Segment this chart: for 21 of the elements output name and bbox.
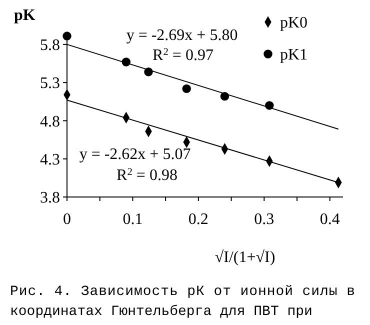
- x-tick-label: 0.1: [122, 211, 143, 228]
- legend-label: pK0: [280, 14, 308, 32]
- point: [182, 84, 191, 94]
- y-tick-label: 4.8: [40, 113, 60, 130]
- y-tick-label: 3.8: [40, 190, 60, 207]
- y-tick-label: 5.8: [40, 37, 60, 54]
- x-axis-title: √I/(1+√I): [214, 249, 276, 266]
- y-axis-title: pK: [14, 7, 36, 24]
- annotation: R$^{2}$ = 0.98: [116, 166, 178, 184]
- annotation: R$^{2}$ = 0.97: [152, 46, 214, 64]
- y-tick-label: 5.3: [40, 75, 60, 92]
- annotation: y = -2.69x + 5.80: [126, 27, 238, 44]
- x-tick-label: 0.3: [254, 211, 274, 228]
- legend-label: pK1: [280, 46, 308, 64]
- y-tick-label: 4.3: [40, 151, 60, 168]
- point: [62, 32, 72, 40]
- x-tick-label: 0.4: [320, 211, 340, 228]
- text: Рис. 4. Зависимость рК от ионной силы в координатах Гюнтельберга для ПВТ при: [10, 284, 355, 320]
- x-tick-label: 0.2: [188, 211, 208, 228]
- annotation: y = -2.62x + 5.07: [79, 146, 191, 163]
- x-tick-label: 0: [63, 211, 71, 228]
